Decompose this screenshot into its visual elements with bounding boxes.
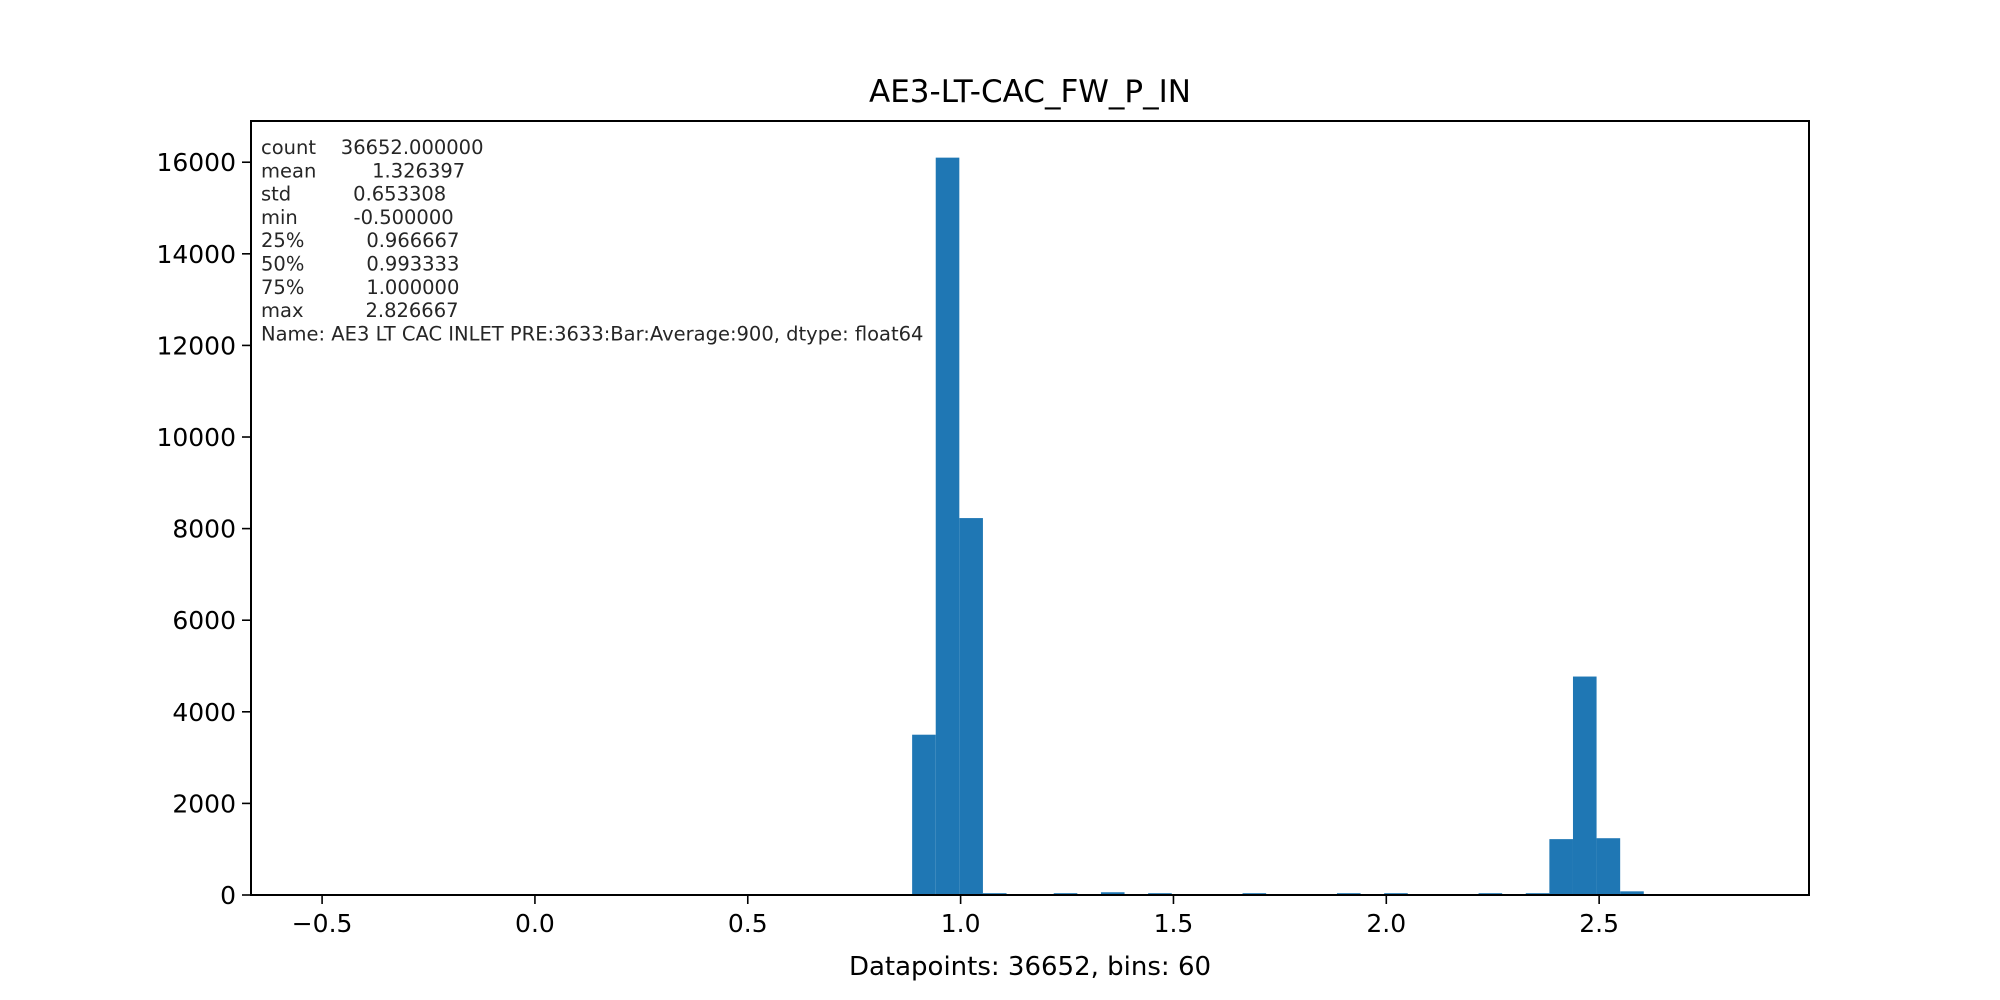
- y-tick-label: 12000: [156, 331, 236, 360]
- histogram-bar: [1100, 892, 1125, 895]
- y-tick-label: 0: [220, 881, 236, 910]
- stats-line: mean 1.326397: [261, 159, 465, 182]
- stats-line: Name: AE3 LT CAC INLET PRE:3633:Bar:Aver…: [261, 322, 923, 345]
- y-tick-label: 14000: [156, 240, 236, 269]
- x-tick-label: 0.5: [728, 909, 768, 938]
- x-axis-label: Datapoints: 36652, bins: 60: [849, 952, 1211, 982]
- histogram-bar: [912, 734, 936, 895]
- y-tick-label: 16000: [156, 148, 236, 177]
- histogram-bar: [1572, 676, 1597, 895]
- stats-line: min -0.500000: [261, 206, 454, 229]
- plot-area-frame: [250, 120, 1810, 896]
- x-tick-label: 1.0: [941, 909, 981, 938]
- stats-line: count 36652.000000: [261, 136, 483, 159]
- x-tick-label: −0.5: [292, 909, 353, 938]
- histogram-bar: [935, 157, 960, 896]
- x-tick-label: 2.0: [1366, 909, 1406, 938]
- y-tick-label: 4000: [172, 698, 236, 727]
- histogram-bar: [959, 518, 983, 895]
- x-axis: −0.5 0.0 0.5 1.0 1.5 2.0 2.5: [292, 895, 1619, 938]
- stats-line: std 0.653308: [261, 183, 446, 206]
- chart-title: AE3-LT-CAC_FW_P_IN: [869, 74, 1191, 110]
- x-tick-label: 0.0: [515, 909, 555, 938]
- y-tick-label: 6000: [172, 606, 236, 635]
- histogram-bar: [1620, 891, 1644, 895]
- stats-line: max 2.826667: [261, 299, 459, 322]
- stats-line: 75% 1.000000: [261, 276, 459, 299]
- y-tick-label: 2000: [172, 789, 236, 818]
- y-tick-label: 8000: [172, 515, 236, 544]
- histogram-bar: [1596, 838, 1621, 895]
- x-tick-label: 2.5: [1579, 909, 1619, 938]
- stats-line: 50% 0.993333: [261, 253, 459, 276]
- y-axis: 0 2000 4000 6000 8000 10000 12000 14000 16000: [156, 148, 251, 910]
- histogram-bar: [1549, 839, 1573, 895]
- x-tick-label: 1.5: [1154, 909, 1194, 938]
- stats-line: 25% 0.966667: [261, 229, 459, 252]
- y-tick-label: 10000: [156, 423, 236, 452]
